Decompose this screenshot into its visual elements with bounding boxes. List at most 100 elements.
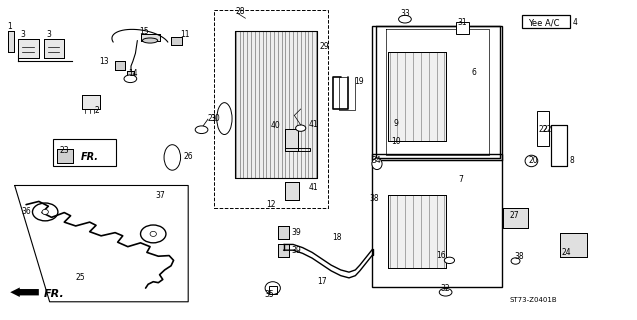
Text: 25: 25 xyxy=(76,273,85,282)
Ellipse shape xyxy=(164,145,180,170)
Ellipse shape xyxy=(124,75,137,83)
Text: 30: 30 xyxy=(210,114,220,123)
Bar xyxy=(141,34,160,41)
Bar xyxy=(456,22,468,34)
Text: 34: 34 xyxy=(371,156,381,165)
Bar xyxy=(372,26,502,160)
Bar xyxy=(18,39,39,58)
Ellipse shape xyxy=(296,125,306,131)
Bar xyxy=(115,60,125,70)
Bar xyxy=(82,95,100,109)
Bar xyxy=(278,226,289,239)
Bar xyxy=(389,195,446,268)
Text: 22: 22 xyxy=(542,125,552,134)
Ellipse shape xyxy=(445,257,455,264)
FancyArrow shape xyxy=(10,287,39,297)
Ellipse shape xyxy=(143,38,158,43)
Text: 24: 24 xyxy=(561,248,571,257)
Text: ST73-Z0401B: ST73-Z0401B xyxy=(509,297,557,303)
Ellipse shape xyxy=(511,258,520,264)
Bar xyxy=(560,233,587,257)
Bar xyxy=(372,154,502,287)
Text: 39: 39 xyxy=(292,228,301,237)
Text: FR.: FR. xyxy=(44,289,65,299)
Bar xyxy=(234,31,317,178)
Text: 21: 21 xyxy=(207,114,217,123)
Ellipse shape xyxy=(399,15,412,23)
Text: 8: 8 xyxy=(569,156,575,164)
FancyArrow shape xyxy=(98,155,116,162)
Ellipse shape xyxy=(217,103,232,134)
Bar xyxy=(44,39,64,58)
Text: 19: 19 xyxy=(354,77,364,86)
Text: 36: 36 xyxy=(22,207,31,216)
Bar xyxy=(44,39,64,58)
Text: 29: 29 xyxy=(320,42,329,52)
Text: 32: 32 xyxy=(441,284,450,292)
Text: 39: 39 xyxy=(292,246,301,255)
Ellipse shape xyxy=(195,126,208,133)
Bar xyxy=(8,31,14,52)
Text: 6: 6 xyxy=(471,68,476,77)
Bar xyxy=(57,149,73,163)
Bar xyxy=(503,208,528,228)
Text: 1: 1 xyxy=(7,22,12,31)
Text: 9: 9 xyxy=(394,119,398,128)
Bar xyxy=(53,139,117,166)
Text: 17: 17 xyxy=(317,277,327,286)
Bar xyxy=(269,286,276,294)
Text: 22: 22 xyxy=(538,125,548,134)
Text: 28: 28 xyxy=(236,7,245,16)
Bar xyxy=(127,71,134,77)
Text: 37: 37 xyxy=(155,191,165,200)
Text: 16: 16 xyxy=(436,251,446,260)
Text: 20: 20 xyxy=(528,156,538,164)
Text: 26: 26 xyxy=(183,152,193,161)
Bar xyxy=(115,60,125,70)
Bar xyxy=(171,37,182,45)
Bar xyxy=(389,52,446,141)
Bar xyxy=(18,39,39,58)
Text: 7: 7 xyxy=(459,175,463,184)
Text: 2: 2 xyxy=(95,107,99,116)
Ellipse shape xyxy=(150,231,157,236)
Ellipse shape xyxy=(372,158,382,170)
Text: 14: 14 xyxy=(128,69,138,78)
Bar xyxy=(57,149,73,163)
Bar xyxy=(389,195,446,268)
Bar xyxy=(127,71,134,77)
Text: 38: 38 xyxy=(370,194,380,203)
Ellipse shape xyxy=(265,282,280,294)
Text: 41: 41 xyxy=(308,183,318,192)
Text: 27: 27 xyxy=(509,211,519,220)
Text: 40: 40 xyxy=(271,121,280,130)
Text: Yee A/C: Yee A/C xyxy=(528,19,560,28)
Text: FR.: FR. xyxy=(81,152,99,162)
Ellipse shape xyxy=(525,155,538,167)
Text: 13: 13 xyxy=(99,57,109,66)
Text: 3: 3 xyxy=(20,30,25,39)
Bar xyxy=(560,233,587,257)
Ellipse shape xyxy=(440,288,452,296)
Text: 35: 35 xyxy=(264,290,274,299)
Ellipse shape xyxy=(42,209,48,214)
Bar xyxy=(82,95,100,109)
Bar xyxy=(285,182,299,200)
Text: 4: 4 xyxy=(573,18,578,27)
Bar xyxy=(536,111,549,146)
Text: 41: 41 xyxy=(308,120,318,130)
Text: 18: 18 xyxy=(333,233,342,242)
Text: 3: 3 xyxy=(46,30,51,39)
Bar xyxy=(389,52,446,141)
Text: 12: 12 xyxy=(266,200,276,209)
Bar xyxy=(551,125,567,166)
Bar xyxy=(522,15,569,28)
Text: 10: 10 xyxy=(391,137,401,146)
Bar xyxy=(278,226,289,239)
Bar xyxy=(8,31,14,52)
Text: 15: 15 xyxy=(140,27,149,36)
Text: 38: 38 xyxy=(514,252,524,261)
Bar xyxy=(234,31,317,178)
Bar xyxy=(285,182,299,200)
Text: 11: 11 xyxy=(180,30,190,39)
